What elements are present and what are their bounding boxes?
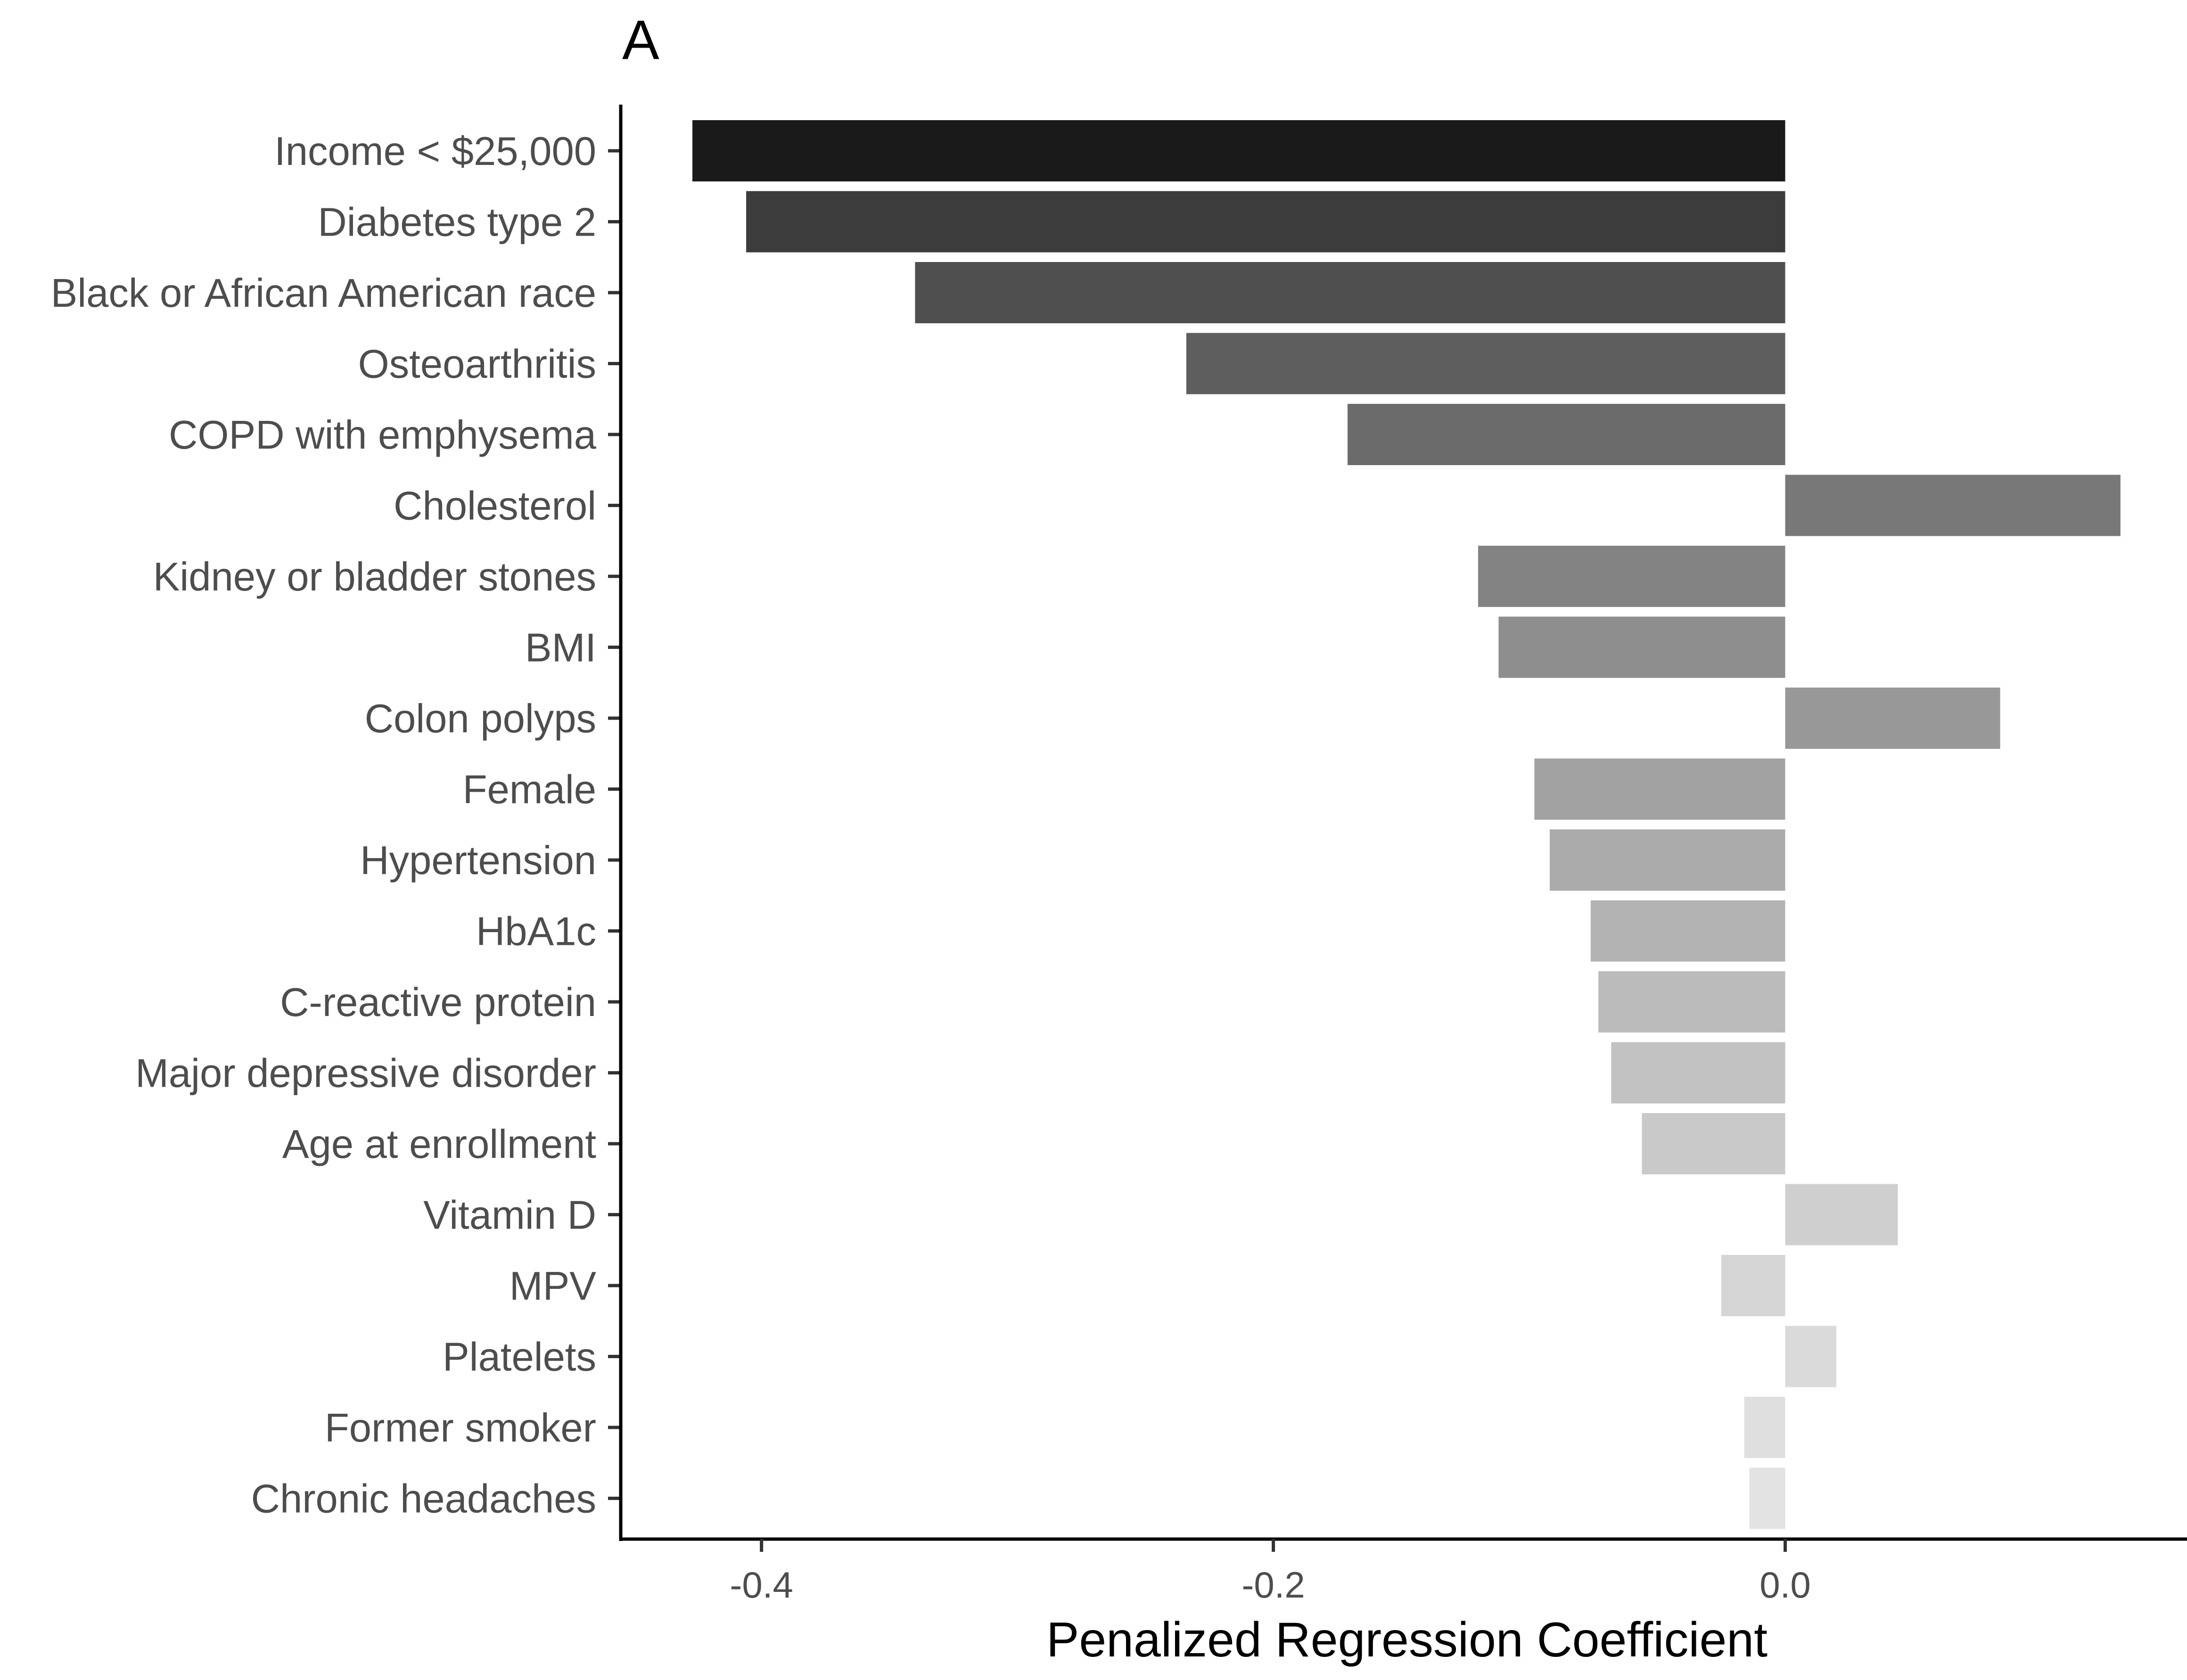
y-tick-label: MPV	[510, 1264, 597, 1309]
x-tick-label: 0.0	[1759, 1564, 1810, 1606]
y-tick-label: Former smoker	[325, 1406, 596, 1451]
y-tick-label: Platelets	[443, 1335, 596, 1380]
bar-vitamin-d	[1785, 1184, 1898, 1246]
y-tick-label: Osteoarthritis	[358, 342, 596, 387]
bar-hypertension	[1549, 829, 1785, 891]
bar-female	[1534, 758, 1785, 820]
bar-income-25-000	[692, 120, 1785, 181]
y-tick-label: Black or African American race	[51, 271, 596, 316]
bar-copd-with-emphysema	[1348, 404, 1785, 465]
y-tick-marks	[608, 149, 621, 1500]
bar-chronic-headaches	[1749, 1467, 1785, 1529]
bar-hba1c	[1590, 900, 1785, 962]
y-tick-label: Vitamin D	[423, 1193, 596, 1238]
bar-platelets	[1785, 1326, 1837, 1387]
y-tick-label: C-reactive protein	[280, 980, 596, 1025]
y-tick-labels: Income < $25,000 Diabetes type 2 Black or …	[51, 129, 597, 1522]
bar-kidney-or-bladder-stones	[1478, 546, 1785, 607]
bar-colon-polyps	[1785, 688, 2000, 749]
x-tick-label: -0.2	[1241, 1564, 1305, 1606]
bars-layer	[692, 120, 2121, 1529]
y-tick-label: Major depressive disorder	[135, 1051, 596, 1096]
y-tick-label: Colon polyps	[365, 697, 596, 741]
y-tick-label: HbA1c	[476, 910, 596, 954]
y-tick-label: Chronic headaches	[251, 1477, 596, 1522]
panel-label: A	[622, 9, 659, 71]
bar-former-smoker	[1744, 1397, 1785, 1458]
bar-black-or-african-american-race	[915, 262, 1785, 323]
bar-osteoarthritis	[1186, 333, 1785, 394]
y-tick-label: BMI	[525, 626, 596, 671]
y-tick-label: Cholesterol	[394, 484, 596, 529]
y-tick-label: COPD with emphysema	[169, 413, 597, 458]
y-tick-label: Female	[463, 768, 596, 812]
x-axis-title: Penalized Regression Coefficient	[1046, 1613, 1768, 1667]
y-tick-label: Diabetes type 2	[318, 200, 596, 245]
y-tick-label: Hypertension	[360, 838, 596, 883]
y-tick-label: Age at enrollment	[282, 1122, 596, 1167]
x-tick-label: -0.4	[730, 1564, 793, 1606]
bar-bmi	[1498, 616, 1785, 678]
y-tick-label: Kidney or bladder stones	[153, 555, 596, 599]
x-ticks: -0.4 -0.2 0.0	[730, 1539, 1811, 1606]
y-tick-label: Income < $25,000	[274, 129, 596, 174]
bar-mpv	[1721, 1255, 1785, 1316]
bar-age-at-enrollment	[1642, 1113, 1785, 1174]
bar-diabetes-type-2	[746, 191, 1785, 253]
bar-major-depressive-disorder	[1611, 1042, 1785, 1104]
bar-c-reactive-protein	[1598, 971, 1785, 1033]
bar-cholesterol	[1785, 475, 2121, 536]
